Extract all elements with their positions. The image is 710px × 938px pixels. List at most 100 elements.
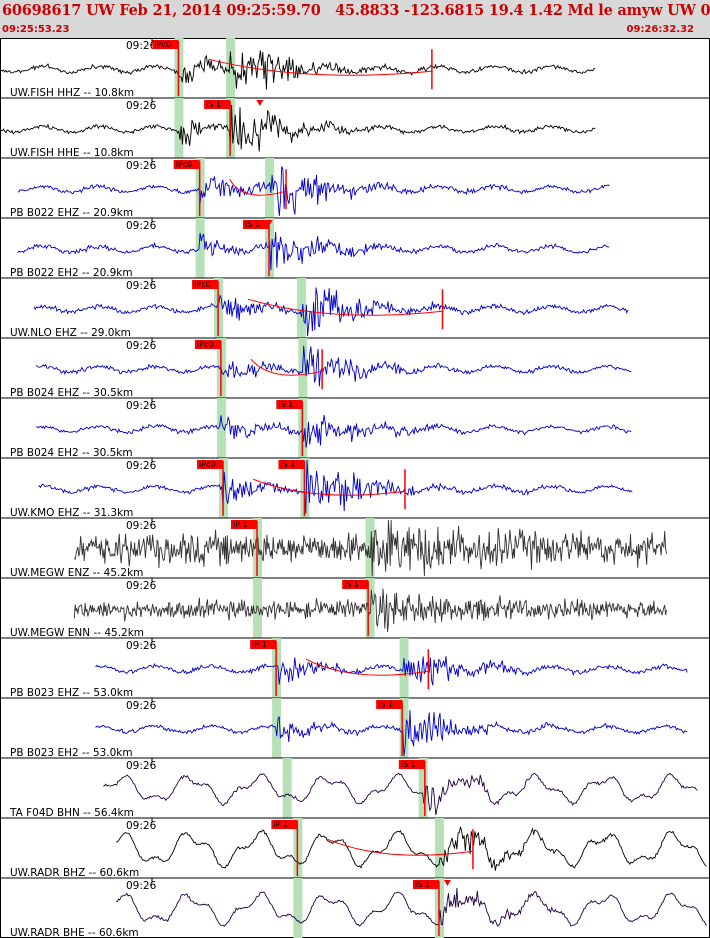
station-label: PB B022 EHZ -- 20.9km [10,207,133,219]
pick-window-bar [226,38,236,98]
pick-flag [276,400,303,409]
trace-row: 09:26 iP 1 UW.MEGW ENZ -- 45.2km [0,517,710,579]
waveform [0,50,596,90]
time-tick-label: 09:26 [126,700,157,712]
waveform [17,231,610,271]
waveform [116,826,707,871]
pick-window-bar [253,578,263,638]
pick-flag [342,580,369,589]
pick-label: iS 1 [401,760,416,769]
pick-flag [197,460,224,469]
pick-flag [412,880,439,889]
pick-label: iS 1 [206,100,221,109]
window-end-time: 09:26:32.32 [626,24,694,35]
pick-flag [398,760,425,769]
station-label: PB B024 EH2 -- 30.5km [10,447,133,459]
pick-window-bar [434,818,444,878]
pick-window-bar [195,218,205,278]
pick-label: iP 1 [273,820,288,829]
waveform [73,519,667,577]
coda-line [247,298,443,316]
pick-label: iPc0 [199,460,216,469]
pick-window-bar [293,878,303,938]
time-tick-label: 09:26 [126,880,157,892]
arrival-triangle [256,100,264,106]
pick-window-bar [282,758,292,818]
pick-flag [152,40,179,49]
trace-row: 09:26 iS 1 UW.MEGW ENN -- 45.2km [0,577,710,639]
waveform [95,710,688,757]
coda-line [327,838,474,856]
time-tick-label: 09:26 [126,340,157,352]
station-label: TA F04D BHN -- 56.4km [9,807,134,819]
station-label: UW.MEGW ENN -- 45.2km [10,627,144,639]
event-title: 60698617 UW Feb 21, 2014 09:25:59.70 45.… [2,2,710,19]
waveform [116,887,707,927]
pick-label: iS 1 [344,580,359,589]
station-label: UW.RADR BHE -- 60.6km [10,927,139,938]
trace-row: 09:26 iS 1 PB B022 EH2 -- 20.9km [0,217,710,279]
pick-window-bar [265,158,275,218]
pick-label: iS 1 [278,400,293,409]
pick-flag [376,700,403,709]
pick-flag [250,640,277,649]
waveform [0,104,596,152]
arrival-triangle [443,880,451,886]
pick-window-bar [174,98,184,158]
station-label: UW.FISH HHZ -- 10.8km [10,87,134,99]
coda-line [229,178,287,196]
station-label: PB B023 EHZ -- 53.0km [10,687,133,699]
station-label: UW.RADR BHZ -- 60.6km [10,867,139,879]
pick-flag [194,340,221,349]
time-tick-label: 09:26 [126,220,157,232]
coda-line [250,358,323,376]
waveform [36,414,632,448]
pick-label: iPc0 [154,40,171,49]
trace-row: 09:26 iS 1 PB B023 EH2 -- 53.0km [0,697,710,759]
pick-flag [243,220,270,229]
time-tick-label: 09:26 [126,820,157,832]
pick-window-bar [365,518,375,578]
station-label: UW.FISH HHE -- 10.8km [10,147,134,159]
trace-row: 09:26 iPc0 UW.NLO EHZ -- 29.0km [0,277,710,339]
pick-label: iS 1 [378,700,393,709]
pick-window-bar [418,758,428,818]
trace-row: 09:26 iP 1 UW.RADR BHZ -- 60.6km [0,817,710,879]
coda-line [208,58,432,76]
coda-line [252,478,406,496]
pick-window-bar [399,698,409,758]
pick-flag [278,460,305,469]
time-tick-label: 09:26 [126,760,157,772]
time-tick-label: 09:26 [126,400,157,412]
waveform [17,166,610,217]
pick-label: iS 1 [415,880,430,889]
waveform [95,656,688,686]
time-tick-label: 09:26 [126,520,157,532]
arrival-triangle [265,220,273,226]
trace-row: 09:26 iPc0 PB B024 EHZ -- 30.5km [0,337,710,399]
pick-label: iPc0 [197,340,214,349]
time-tick-label: 09:26 [126,460,157,472]
time-tick-label: 09:26 [126,640,157,652]
pick-label: iS 1 [280,460,295,469]
pick-flag [231,520,258,529]
pick-window-bar [365,578,375,638]
time-tick-label: 09:26 [126,40,157,52]
station-label: UW.MEGW ENZ -- 45.2km [10,567,143,579]
time-tick-label: 09:26 [126,160,157,172]
waveform [35,345,632,387]
pick-flag [192,280,219,289]
waveform [33,287,629,337]
pick-window-bar [399,638,409,698]
window-start-time: 09:25:53.23 [2,24,70,35]
pick-label: iP 1 [233,520,248,529]
pick-window-bar [272,698,282,758]
trace-row: 09:26 iS 1 PB B024 EH2 -- 30.5km [0,397,710,459]
trace-row: 09:26 iPc0 iS 1 UW.KMO EHZ -- 31.3km [0,457,710,519]
plot-frame [0,38,710,938]
pick-flag [173,160,200,169]
waveform [103,772,698,816]
pick-label: iS 1 [245,220,260,229]
